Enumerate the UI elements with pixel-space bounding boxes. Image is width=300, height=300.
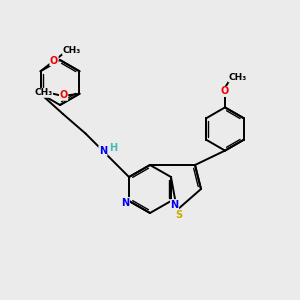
Text: N: N (170, 200, 179, 210)
Text: CH₃: CH₃ (63, 46, 81, 55)
Text: CH₃: CH₃ (34, 88, 52, 97)
Text: N: N (99, 146, 107, 156)
Text: O: O (50, 56, 58, 66)
Text: O: O (59, 90, 68, 100)
Text: H: H (109, 143, 117, 153)
Text: O: O (221, 86, 229, 97)
Text: N: N (121, 197, 130, 208)
Text: S: S (175, 209, 182, 220)
Text: CH₃: CH₃ (229, 73, 247, 82)
